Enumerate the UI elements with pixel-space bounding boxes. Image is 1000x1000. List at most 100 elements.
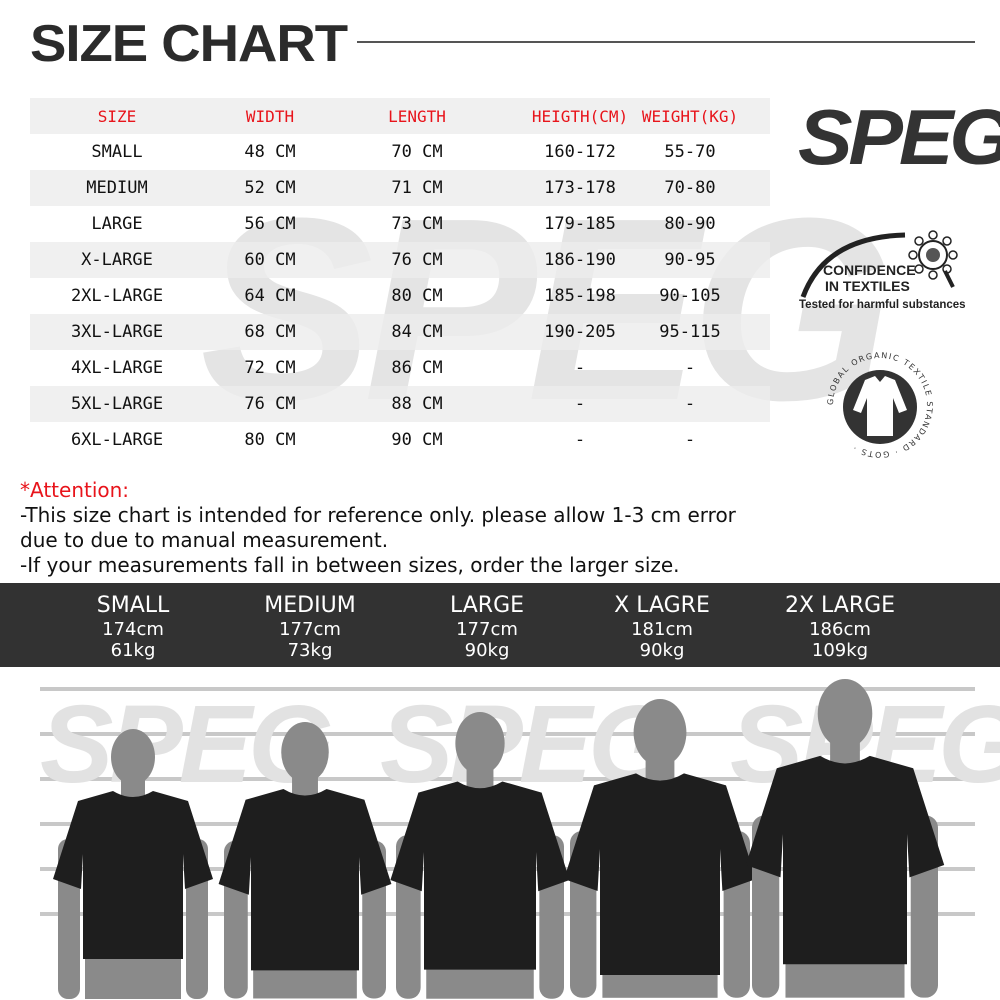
model-size: LARGE bbox=[449, 593, 525, 618]
table-cell: 179-185 bbox=[544, 214, 616, 234]
attention-line: -This size chart is intended for referen… bbox=[20, 503, 736, 527]
table-cell: - bbox=[684, 394, 696, 414]
table-cell: 55-70 bbox=[664, 142, 716, 162]
attention-heading: *Attention: bbox=[20, 478, 130, 502]
attention-line: -If your measurements fall in between si… bbox=[20, 553, 680, 577]
model-weight: 109kg bbox=[811, 640, 869, 661]
table-cell: 73 CM bbox=[391, 214, 443, 234]
model-height: 186cm bbox=[809, 619, 871, 640]
table-cell: WEIGHT(KG) bbox=[641, 106, 739, 126]
size-table: SIZE WIDTH LENGTH HEIGTH(CM) WEIGHT(KG) SMALL… bbox=[30, 98, 770, 458]
table-row: 4XL-LARGE 72 CM 86 CM - - bbox=[30, 350, 770, 386]
table-cell: 186-190 bbox=[544, 250, 616, 270]
table-row: 6XL-LARGE 80 CM 90 CM - - bbox=[30, 422, 770, 458]
model-size-label: LARGE 177cm 90kg bbox=[450, 593, 524, 661]
height-line bbox=[40, 732, 975, 736]
model-height: 177cm bbox=[279, 619, 341, 640]
table-cell: MEDIUM bbox=[86, 178, 148, 198]
table-row: 3XL-LARGE 68 CM 84 CM 190-205 95-115 bbox=[30, 314, 770, 350]
table-cell: 80 CM bbox=[244, 430, 296, 450]
table-cell: 71 CM bbox=[391, 178, 443, 198]
table-header-row: SIZE WIDTH LENGTH HEIGTH(CM) WEIGHT(KG) bbox=[30, 98, 770, 134]
model-size-label: SMALL 174cm 61kg bbox=[97, 593, 170, 661]
table-row: 2XL-LARGE 64 CM 80 CM 185-198 90-105 bbox=[30, 278, 770, 314]
tshirt-icon bbox=[564, 773, 756, 975]
model-height: 174cm bbox=[102, 619, 164, 640]
table-cell: 76 CM bbox=[391, 250, 443, 270]
table-cell: LARGE bbox=[91, 214, 143, 234]
model-size-label: 2X LARGE 186cm 109kg bbox=[785, 593, 895, 661]
table-cell: 88 CM bbox=[391, 394, 443, 414]
tshirt-icon bbox=[390, 781, 570, 970]
table-cell: 90-105 bbox=[659, 286, 721, 306]
table-cell: 84 CM bbox=[391, 322, 443, 342]
model-weight: 90kg bbox=[639, 640, 685, 661]
model-size: 2X LARGE bbox=[784, 593, 896, 618]
gots-badge: GLOBAL ORGANIC TEXTILE STANDARD · GOTS · bbox=[825, 350, 935, 460]
model-size: X LAGRE bbox=[614, 593, 710, 618]
model-weight: 90kg bbox=[464, 640, 510, 661]
table-cell: 64 CM bbox=[244, 286, 296, 306]
table-cell: 2XL-LARGE bbox=[70, 286, 164, 306]
model-height: 181cm bbox=[631, 619, 693, 640]
model-figure bbox=[53, 729, 213, 999]
table-cell: 4XL-LARGE bbox=[70, 358, 164, 378]
model-weight: 73kg bbox=[287, 640, 333, 661]
shirt-icon bbox=[853, 376, 907, 436]
model-figure bbox=[745, 679, 945, 998]
title-divider bbox=[357, 41, 975, 43]
table-cell: 80 CM bbox=[391, 286, 443, 306]
table-cell: SMALL bbox=[91, 142, 143, 162]
table-cell: 190-205 bbox=[544, 322, 616, 342]
model-size: MEDIUM bbox=[264, 593, 356, 618]
attention-line: due to due to manual measurement. bbox=[20, 528, 389, 552]
model-weight: 61kg bbox=[110, 640, 156, 661]
table-cell: 90-95 bbox=[664, 250, 716, 270]
oeko-arc-icon bbox=[800, 230, 958, 298]
table-cell: SIZE bbox=[97, 106, 137, 126]
model-size-label: X LAGRE 181cm 90kg bbox=[614, 593, 710, 661]
table-cell: 185-198 bbox=[544, 286, 616, 306]
model-figure bbox=[218, 722, 392, 999]
height-line bbox=[40, 687, 975, 691]
table-cell: - bbox=[684, 358, 696, 378]
height-line bbox=[40, 777, 975, 781]
table-cell: 60 CM bbox=[244, 250, 296, 270]
table-cell: 86 CM bbox=[391, 358, 443, 378]
table-cell: 6XL-LARGE bbox=[70, 430, 164, 450]
table-cell: 173-178 bbox=[544, 178, 616, 198]
table-row: LARGE 56 CM 73 CM 179-185 80-90 bbox=[30, 206, 770, 242]
oeko-line2: IN TEXTILES bbox=[825, 278, 910, 294]
table-row: MEDIUM 52 CM 71 CM 173-178 70-80 bbox=[30, 170, 770, 206]
table-cell: 52 CM bbox=[244, 178, 296, 198]
table-cell: 72 CM bbox=[244, 358, 296, 378]
brand-logo: SPEG bbox=[797, 93, 1000, 181]
table-cell: LENGTH bbox=[388, 106, 446, 126]
table-cell: 80-90 bbox=[664, 214, 716, 234]
table-cell: 70-80 bbox=[664, 178, 716, 198]
model-figures: SPEG SPEG SPEG bbox=[40, 679, 1000, 999]
attention-note: *Attention: -This size chart is intended… bbox=[20, 478, 736, 578]
table-cell: 95-115 bbox=[659, 322, 721, 342]
table-cell: 70 CM bbox=[391, 142, 443, 162]
table-row: X-LARGE 60 CM 76 CM 186-190 90-95 bbox=[30, 242, 770, 278]
tshirt-icon bbox=[53, 791, 213, 959]
model-height: 177cm bbox=[456, 619, 518, 640]
oeko-line1: CONFIDENCE bbox=[823, 262, 916, 278]
table-cell: 5XL-LARGE bbox=[70, 394, 164, 414]
table-cell: - bbox=[574, 430, 586, 450]
model-sizes-band: SMALL 174cm 61kg MEDIUM 177cm 73kg LARGE 177cm 9… bbox=[0, 583, 1000, 667]
model-size-label: MEDIUM 177cm 73kg bbox=[264, 593, 355, 661]
tshirt-icon bbox=[218, 788, 392, 971]
table-cell: WIDTH bbox=[245, 106, 295, 126]
table-cell: 160-172 bbox=[544, 142, 616, 162]
page-title: SIZE CHART bbox=[30, 15, 348, 73]
table-row: SMALL 48 CM 70 CM 160-172 55-70 bbox=[30, 134, 770, 170]
table-cell: - bbox=[684, 430, 696, 450]
table-cell: HEIGTH(CM) bbox=[531, 106, 629, 126]
model-figure bbox=[564, 699, 756, 998]
table-cell: - bbox=[574, 394, 586, 414]
table-cell: 3XL-LARGE bbox=[70, 322, 164, 342]
model-figure bbox=[390, 712, 570, 999]
table-cell: - bbox=[574, 358, 586, 378]
